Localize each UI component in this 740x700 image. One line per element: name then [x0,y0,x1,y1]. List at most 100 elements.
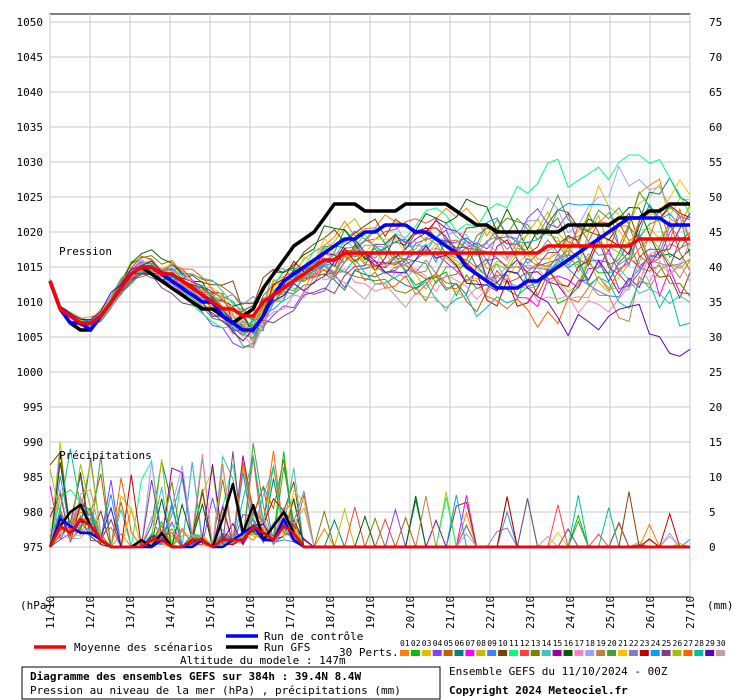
pert-swatch [400,650,409,656]
x-tick-label: 22/10 [484,596,497,629]
legend-perturbations: 01 02 03 04 05 06 07 08 09 10 11 12 13 14 15 16 17 18 19 20… [400,639,726,656]
x-tick-label: 12/10 [84,596,97,629]
precip-label: Précipitations [59,449,152,462]
left-tick-label: 1040 [17,86,44,99]
right-tick-label: 70 [709,51,722,64]
right-tick-label: 50 [709,191,722,204]
pert-number: 27 [683,639,693,648]
left-tick-label: 1010 [17,296,44,309]
left-tick-label: 1030 [17,156,44,169]
pert-number: 13 [531,639,541,648]
pert-swatch [541,650,551,656]
pert-swatch [650,650,660,656]
title-box [21,666,441,700]
pert-number: 30 [716,639,726,648]
left-tick-label: 1035 [17,121,44,134]
gfs-pressure-line [48,202,690,332]
legend: Moyenne des scénarios Run de contrôle Ru… [34,630,726,659]
x-axis: 11/10 12/10 13/10 14/10 15/10 16/10 17/10 18/10… [44,596,697,629]
right-tick-label: 15 [709,436,722,449]
pert-number: 11 [509,639,519,648]
pert-swatch [683,650,693,656]
pert-number: 01 [400,639,410,648]
pert-number: 17 [574,639,584,648]
pert-swatch [574,650,584,656]
main-run-lines [48,202,690,549]
pert-number: 14 [542,639,552,648]
chart-subtitle: Pression au niveau de la mer (hPa) , pré… [30,684,401,697]
x-tick-label: 18/10 [324,596,337,629]
right-tick-label: 30 [709,331,722,344]
right-unit: (mm) [707,599,734,612]
pert-swatch [432,650,442,656]
x-tick-label: 23/10 [524,596,537,629]
pert-number: 20 [607,639,617,648]
pert-pressure-line-7 [49,248,691,337]
pert-swatch [552,650,562,656]
right-tick-label: 20 [709,401,722,414]
pert-swatch [628,650,638,656]
pert-number: 28 [694,639,704,648]
left-tick-label: 975 [23,541,43,554]
left-unit: (hPa) [20,599,53,612]
left-tick-label: 1045 [17,51,44,64]
pert-number: 09 [487,639,497,648]
pert-number: 16 [564,639,574,648]
pert-swatch [672,650,682,656]
pert-number: 02 [411,639,421,648]
legend-gfs-label: Run GFS [264,641,310,654]
pert-pressure-line-29 [49,238,691,357]
pert-number: 25 [662,639,672,648]
pert-number: 21 [618,639,628,648]
x-tick-label: 16/10 [244,596,257,629]
right-tick-label: 65 [709,86,722,99]
x-tick-label: 27/10 [684,596,697,629]
legend-perts-label: 30 Perts. [339,646,399,659]
pert-swatch [476,650,486,656]
left-tick-label: 1015 [17,261,44,274]
left-tick-label: 980 [23,506,43,519]
right-tick-label: 40 [709,261,722,274]
left-tick-label: 1025 [17,191,44,204]
pert-pressure-line-20 [49,190,691,348]
right-tick-label: 55 [709,156,722,169]
right-tick-label: 60 [709,121,722,134]
x-tick-label: 15/10 [204,596,217,629]
pert-number: 03 [422,639,432,648]
pert-swatch [607,650,617,656]
pert-swatch [421,650,431,656]
pert-swatch [530,650,540,656]
x-tick-label: 11/10 [44,596,57,629]
left-tick-label: 1005 [17,331,44,344]
pert-number: 22 [629,639,639,648]
pert-number: 24 [651,639,661,648]
left-tick-label: 1050 [17,16,44,29]
pert-swatch [454,650,464,656]
pert-number: 07 [465,639,475,648]
right-tick-label: 25 [709,366,722,379]
x-tick-label: 25/10 [604,596,617,629]
right-tick-label: 10 [709,471,722,484]
left-axis: 1050 1045 1040 1035 1030 1025 1020 1015 1010 1005… [17,16,44,554]
pert-number: 06 [455,639,465,648]
chart-title: Diagramme des ensembles GEFS sur 384h : … [30,670,362,683]
pert-number: 08 [476,639,486,648]
pert-swatch [519,650,529,656]
pert-number: 10 [498,639,508,648]
pert-swatch [694,650,704,656]
pert-number: 18 [585,639,595,648]
pert-number: 29 [705,639,715,648]
x-tick-label: 21/10 [444,596,457,629]
pert-swatch [487,650,497,656]
pert-swatch [509,650,518,656]
pert-pressure-line-21 [49,179,691,342]
left-tick-label: 985 [23,471,43,484]
pert-number: 19 [596,639,606,648]
right-tick-label: 45 [709,226,722,239]
pert-swatch [498,650,508,656]
altitude-text: Altitude du modele : 147m [180,654,346,667]
pert-number: 12 [520,639,530,648]
mean-pressure-line [48,237,690,325]
x-tick-label: 13/10 [124,596,137,629]
right-tick-label: 0 [709,541,716,554]
